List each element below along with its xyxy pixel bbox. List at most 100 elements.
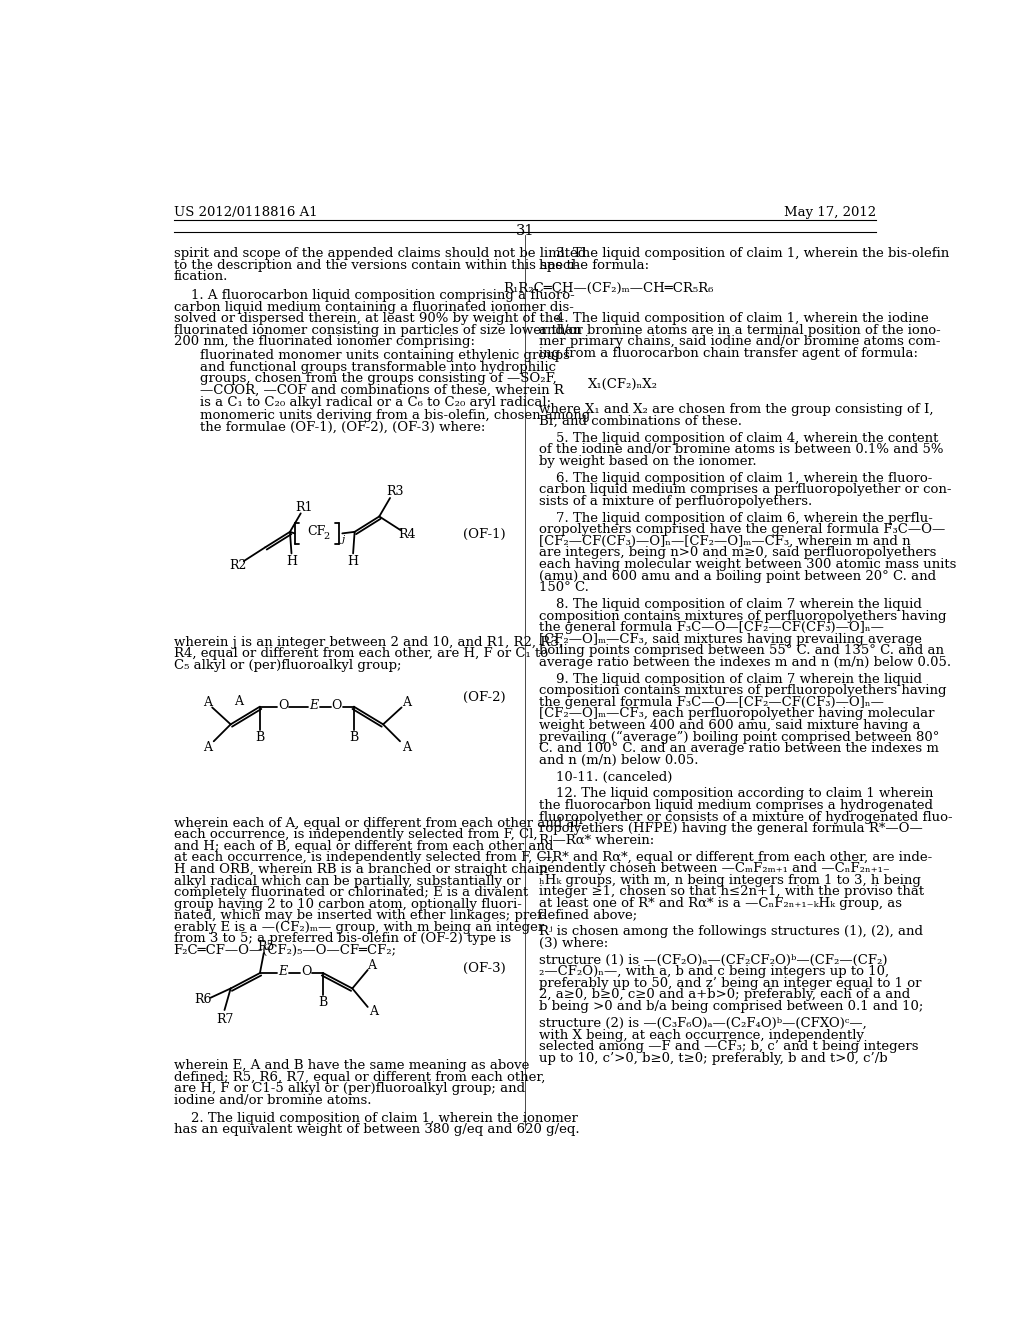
Text: alkyl radical which can be partially, substantially or: alkyl radical which can be partially, su…	[174, 875, 520, 887]
Text: fluorinated ionomer consisting in particles of size lower than: fluorinated ionomer consisting in partic…	[174, 323, 582, 337]
Text: composition contains mixtures of perfluoropolyethers having: composition contains mixtures of perfluo…	[539, 610, 946, 623]
Text: has an equivalent weight of between 380 g/eq and 620 g/eq.: has an equivalent weight of between 380 …	[174, 1123, 580, 1137]
Text: to the description and the versions contain within this speci-: to the description and the versions cont…	[174, 259, 579, 272]
Text: O: O	[332, 698, 342, 711]
Text: R7: R7	[216, 1012, 233, 1026]
Text: O: O	[278, 698, 288, 711]
Text: b being >0 and b/a being comprised between 0.1 and 10;: b being >0 and b/a being comprised betwe…	[539, 1001, 923, 1012]
Text: (OF-2): (OF-2)	[464, 690, 506, 704]
Text: the fluorocarbon liquid medium comprises a hydrogenated: the fluorocarbon liquid medium comprises…	[539, 799, 933, 812]
Text: C₅ alkyl or (per)fluoroalkyl group;: C₅ alkyl or (per)fluoroalkyl group;	[174, 659, 401, 672]
Text: defined; R5, R6, R7, equal or different from each other,: defined; R5, R6, R7, equal or different …	[174, 1071, 545, 1084]
Text: [CF₂—O]ₘ—CF₃, said mixtures having prevailing average: [CF₂—O]ₘ—CF₃, said mixtures having preva…	[539, 632, 922, 645]
Text: 200 nm, the fluorinated ionomer comprising:: 200 nm, the fluorinated ionomer comprisi…	[174, 335, 475, 348]
Text: 2. The liquid composition of claim 1, wherein the ionomer: 2. The liquid composition of claim 1, wh…	[174, 1111, 578, 1125]
Text: 5. The liquid composition of claim 4, wherein the content: 5. The liquid composition of claim 4, wh…	[539, 432, 938, 445]
Text: with X being, at each occurrence, independently: with X being, at each occurrence, indepe…	[539, 1028, 863, 1041]
Text: (amu) and 600 amu and a boiling point between 20° C. and: (amu) and 600 amu and a boiling point be…	[539, 570, 936, 582]
Text: average ratio between the indexes m and n (m/n) below 0.05.: average ratio between the indexes m and …	[539, 656, 951, 669]
Text: —R* and Rα*, equal or different from each other, are inde-: —R* and Rα*, equal or different from eac…	[539, 850, 932, 863]
Text: R4: R4	[398, 528, 416, 541]
Text: at least one of R* and Rα* is a —CₙF₂ₙ₊₁₋ₖHₖ group, as: at least one of R* and Rα* is a —CₙF₂ₙ₊₁…	[539, 896, 902, 909]
Text: ropolyethers (HFPE) having the general formula R*—O—: ropolyethers (HFPE) having the general f…	[539, 822, 923, 836]
Text: 7. The liquid composition of claim 6, wherein the perflu-: 7. The liquid composition of claim 6, wh…	[539, 512, 933, 525]
Text: 4. The liquid composition of claim 1, wherein the iodine: 4. The liquid composition of claim 1, wh…	[539, 313, 929, 326]
Text: nated, which may be inserted with ether linkages; pref-: nated, which may be inserted with ether …	[174, 909, 546, 923]
Text: defined above;: defined above;	[539, 908, 637, 921]
Text: has the formula:: has the formula:	[539, 259, 649, 272]
Text: May 17, 2012: May 17, 2012	[783, 206, 876, 219]
Text: structure (2) is —(C₃F₆O)ₐ—(C₂F₄O)ᵇ—(CFXO)ᶜ—,: structure (2) is —(C₃F₆O)ₐ—(C₂F₄O)ᵇ—(CFX…	[539, 1016, 866, 1030]
Text: B: B	[255, 731, 264, 744]
Text: 3. The liquid composition of claim 1, wherein the bis-olefin: 3. The liquid composition of claim 1, wh…	[539, 247, 949, 260]
Text: j: j	[342, 535, 345, 544]
Text: iodine and/or bromine atoms.: iodine and/or bromine atoms.	[174, 1094, 371, 1107]
Text: A: A	[203, 741, 212, 754]
Text: group having 2 to 10 carbon atom, optionally fluori-: group having 2 to 10 carbon atom, option…	[174, 898, 521, 911]
Text: selected among —F and —CF₃; b, c’ and t being integers: selected among —F and —CF₃; b, c’ and t …	[539, 1040, 919, 1053]
Text: fication.: fication.	[174, 271, 228, 282]
Text: (3) where:: (3) where:	[539, 937, 608, 950]
Text: A: A	[203, 696, 212, 709]
Text: and H; each of B, equal or different from each other and: and H; each of B, equal or different fro…	[174, 840, 553, 853]
Text: [CF₂—O]ₘ—CF₃, each perfluoropolyether having molecular: [CF₂—O]ₘ—CF₃, each perfluoropolyether ha…	[539, 708, 934, 721]
Text: prevailing (“average”) boiling point comprised between 80°: prevailing (“average”) boiling point com…	[539, 730, 939, 743]
Text: wherein each of A, equal or different from each other and at: wherein each of A, equal or different fr…	[174, 817, 580, 830]
Text: and functional groups transformable into hydrophilic: and functional groups transformable into…	[200, 360, 556, 374]
Text: ing from a fluorocarbon chain transfer agent of formula:: ing from a fluorocarbon chain transfer a…	[539, 347, 918, 360]
Text: —COOR, —COF and combinations of these, wherein R: —COOR, —COF and combinations of these, w…	[200, 384, 564, 397]
Text: (OF-3): (OF-3)	[464, 962, 506, 975]
Text: R3: R3	[386, 486, 403, 499]
Text: Rʲ is chosen among the followings structures (1), (2), and: Rʲ is chosen among the followings struct…	[539, 925, 923, 939]
Text: are integers, being n>0 and m≥0, said perfluoropolyethers: are integers, being n>0 and m≥0, said pe…	[539, 546, 936, 560]
Text: C. and 100° C. and an average ratio between the indexes m: C. and 100° C. and an average ratio betw…	[539, 742, 939, 755]
Text: at each occurrence, is independently selected from F, Cl,: at each occurrence, is independently sel…	[174, 851, 555, 865]
Text: oropolyethers comprised have the general formula F₃C—O—: oropolyethers comprised have the general…	[539, 524, 945, 536]
Text: B: B	[349, 731, 358, 744]
Text: carbon liquid medium comprises a perfluoropolyether or con-: carbon liquid medium comprises a perfluo…	[539, 483, 951, 496]
Text: completely fluorinated or chlorinated; E is a divalent: completely fluorinated or chlorinated; E…	[174, 886, 528, 899]
Text: (OF-1): (OF-1)	[464, 528, 506, 541]
Text: from 3 to 5; a preferred bis-olefin of (OF-2) type is: from 3 to 5; a preferred bis-olefin of (…	[174, 932, 511, 945]
Text: composition contains mixtures of perfluoropolyethers having: composition contains mixtures of perfluo…	[539, 684, 946, 697]
Text: mer primary chains, said iodine and/or bromine atoms com-: mer primary chains, said iodine and/or b…	[539, 335, 940, 348]
Text: groups, chosen from the groups consisting of —SO₂F,: groups, chosen from the groups consistin…	[200, 372, 557, 385]
Text: fluorinated monomer units containing ethylenic groups: fluorinated monomer units containing eth…	[200, 350, 569, 363]
Text: CF: CF	[307, 525, 326, 539]
Text: wherein E, A and B have the same meaning as above: wherein E, A and B have the same meaning…	[174, 1059, 529, 1072]
Text: A: A	[401, 696, 411, 709]
Text: ₕHₖ groups, with m, n being integers from 1 to 3, h being: ₕHₖ groups, with m, n being integers fro…	[539, 874, 921, 887]
Text: fluoropolyether or consists of a mixture of hydrogenated fluo-: fluoropolyether or consists of a mixture…	[539, 810, 952, 824]
Text: A: A	[401, 741, 411, 754]
Text: O: O	[301, 965, 311, 978]
Text: the formulae (OF-1), (OF-2), (OF-3) where:: the formulae (OF-1), (OF-2), (OF-3) wher…	[200, 421, 485, 434]
Text: X₁(CF₂)ₙX₂: X₁(CF₂)ₙX₂	[589, 378, 658, 391]
Text: F₂C═CF—O—(CF₂)₅—O—CF═CF₂;: F₂C═CF—O—(CF₂)₅—O—CF═CF₂;	[174, 944, 397, 957]
Text: 1. A fluorocarbon liquid composition comprising a fluoro-: 1. A fluorocarbon liquid composition com…	[174, 289, 574, 302]
Text: pendently chosen between —CₘF₂ₘ₊₁ and —CₙF₂ₙ₊₁₋: pendently chosen between —CₘF₂ₘ₊₁ and —C…	[539, 862, 890, 875]
Text: the general formula F₃C—O—[CF₂—CF(CF₃)—O]ₙ—: the general formula F₃C—O—[CF₂—CF(CF₃)—O…	[539, 696, 884, 709]
Text: A: A	[370, 1005, 379, 1018]
Text: R2: R2	[229, 560, 247, 573]
Text: by weight based on the ionomer.: by weight based on the ionomer.	[539, 455, 757, 467]
Text: 12. The liquid composition according to claim 1 wherein: 12. The liquid composition according to …	[539, 788, 933, 800]
Text: A: A	[233, 694, 243, 708]
Text: H: H	[347, 554, 358, 568]
Text: integer ≥1, chosen so that h≤2n+1, with the proviso that: integer ≥1, chosen so that h≤2n+1, with …	[539, 886, 924, 899]
Text: spirit and scope of the appended claims should not be limited: spirit and scope of the appended claims …	[174, 247, 586, 260]
Text: B: B	[318, 995, 328, 1008]
Text: 2, a≥0, b≥0, c≥0 and a+b>0; preferably, each of a and: 2, a≥0, b≥0, c≥0 and a+b>0; preferably, …	[539, 989, 910, 1002]
Text: 2: 2	[324, 532, 330, 541]
Text: H: H	[286, 554, 297, 568]
Text: [CF₂—CF(CF₃)—O]ₙ—[CF₂—O]ₘ—CF₃, wherein m and n: [CF₂—CF(CF₃)—O]ₙ—[CF₂—O]ₘ—CF₃, wherein m…	[539, 535, 910, 548]
Text: erably E is a —(CF₂)ₘ— group, with m being an integer: erably E is a —(CF₂)ₘ— group, with m bei…	[174, 921, 544, 933]
Text: is a C₁ to C₂₀ alkyl radical or a C₆ to C₂₀ aryl radical;: is a C₁ to C₂₀ alkyl radical or a C₆ to …	[200, 396, 551, 409]
Text: structure (1) is —(CF₂O)ₐ—(CF₂CF₂O)ᵇ—(CF₂—(CF₂): structure (1) is —(CF₂O)ₐ—(CF₂CF₂O)ᵇ—(CF…	[539, 954, 887, 966]
Text: monomeric units deriving from a bis-olefin, chosen among: monomeric units deriving from a bis-olef…	[200, 409, 590, 422]
Text: and n (m/n) below 0.05.: and n (m/n) below 0.05.	[539, 754, 698, 767]
Text: 9. The liquid composition of claim 7 wherein the liquid: 9. The liquid composition of claim 7 whe…	[539, 673, 922, 686]
Text: of the iodine and/or bromine atoms is between 0.1% and 5%: of the iodine and/or bromine atoms is be…	[539, 444, 943, 457]
Text: A: A	[367, 958, 376, 972]
Text: each having molecular weight between 300 atomic mass units: each having molecular weight between 300…	[539, 558, 956, 572]
Text: solved or dispersed therein, at least 90% by weight of the: solved or dispersed therein, at least 90…	[174, 313, 561, 326]
